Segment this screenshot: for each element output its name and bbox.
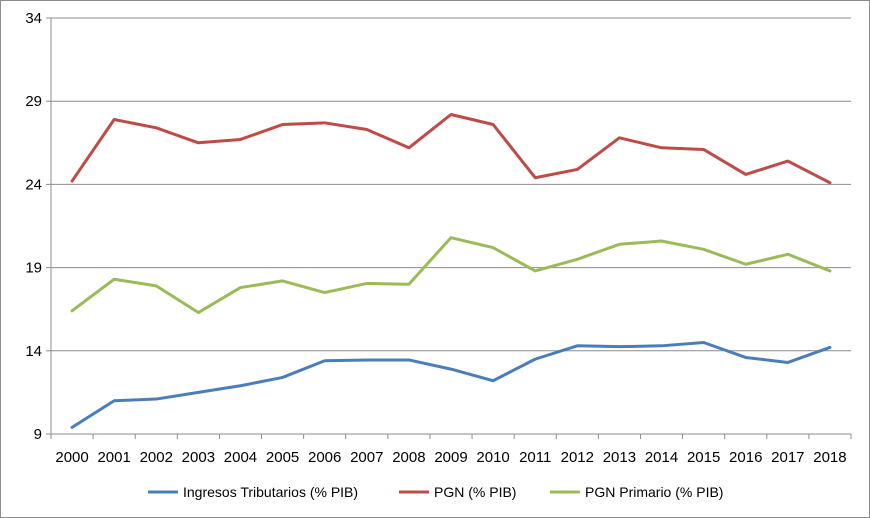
x-tick-label-2014: 2014	[645, 449, 678, 466]
series-lines	[70, 113, 832, 429]
x-tick-label-2017: 2017	[771, 449, 804, 466]
y-tick-label-34: 34	[25, 10, 42, 27]
x-tick-label-2007: 2007	[350, 449, 383, 466]
y-tick-label-19: 19	[25, 260, 42, 277]
x-tick-label-2010: 2010	[476, 449, 509, 466]
legend-label-pgn-pib: PGN (% PIB)	[434, 484, 516, 500]
x-tick-label-2009: 2009	[434, 449, 467, 466]
x-tick-label-2012: 2012	[561, 449, 594, 466]
x-tick-label-2016: 2016	[729, 449, 762, 466]
legend-label-pgn-primario-pib: PGN Primario (% PIB)	[585, 484, 723, 500]
x-tick-label-2006: 2006	[308, 449, 341, 466]
legend: Ingresos Tributarios (% PIB) PGN (% PIB) P…	[148, 484, 723, 500]
x-tick-label-2001: 2001	[97, 449, 130, 466]
x-tick-label-2002: 2002	[140, 449, 173, 466]
y-axis-ticks: 9 14 19 24 29 34	[25, 10, 51, 443]
y-tick-label-29: 29	[25, 93, 42, 110]
y-tick-label-24: 24	[25, 176, 42, 193]
x-tick-label-2005: 2005	[266, 449, 299, 466]
x-tick-label-2018: 2018	[813, 449, 846, 466]
x-tick-label-2011: 2011	[519, 449, 551, 466]
series-line-pgn-primario-pib	[70, 236, 832, 315]
legend-label-ingresos-tributarios-pib: Ingresos Tributarios (% PIB)	[183, 484, 358, 500]
x-axis: 2000 2001 2002 2003 2004 2005 2006 2007 2008 2009…	[50, 18, 852, 466]
y-tick-label-14: 14	[25, 343, 42, 360]
x-tick-label-2000: 2000	[55, 449, 88, 466]
series-line-pgn-pib	[70, 113, 832, 185]
x-tick-label-2003: 2003	[182, 449, 215, 466]
x-tick-label-2008: 2008	[392, 449, 425, 466]
x-tick-label-2015: 2015	[687, 449, 720, 466]
series-line-ingresos-tributarios-pib	[70, 340, 832, 429]
y-tick-label-9: 9	[34, 426, 42, 443]
x-tick-label-2013: 2013	[603, 449, 636, 466]
gridlines	[51, 17, 851, 435]
x-tick-label-2004: 2004	[224, 449, 257, 466]
